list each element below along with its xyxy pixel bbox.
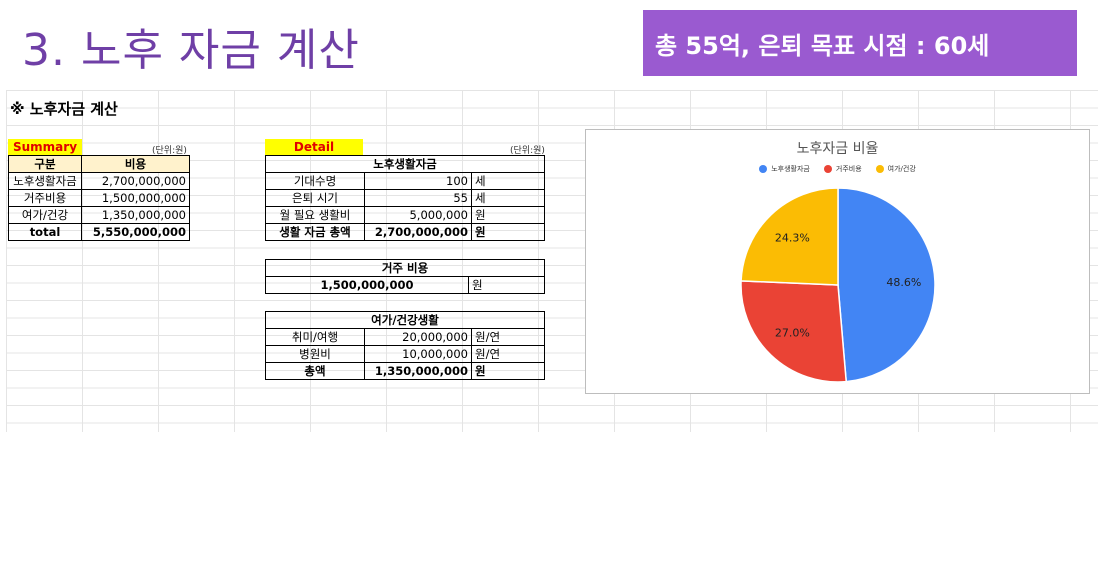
detail-value: 55 [364, 189, 472, 207]
housing-title: 거주 비용 [265, 259, 545, 277]
detail-unit-cell: 원/연 [471, 328, 545, 346]
detail-unit-cell: 원 [471, 206, 545, 224]
living-fund-title: 노후생활자금 [265, 155, 545, 173]
summary-total-label: total [8, 223, 82, 241]
detail-label: 은퇴 시기 [265, 189, 365, 207]
chart-title: 노후자금 비율 [796, 141, 879, 157]
summary-row-value: 1,500,000,000 [81, 189, 190, 207]
header-cost: 비용 [81, 155, 190, 173]
detail-total-label: 생활 자금 총액 [265, 223, 365, 241]
legend-item: 노후생활자금 [759, 164, 810, 174]
table-row: 병원비 10,000,000 원/연 [265, 345, 545, 363]
pie-chart: 48.6% 27.0% 24.3% [740, 187, 936, 383]
table-row: 기대수명 100 세 [265, 172, 545, 190]
housing-table: 거주 비용 1,500,000,000 원 [265, 259, 545, 294]
living-fund-table: 노후생활자금 기대수명 100 세 은퇴 시기 55 세 월 필요 생활비 5,… [265, 155, 545, 241]
table-row: 노후생활자금 [265, 155, 545, 173]
pie-chart-container[interactable]: 노후자금 비율 노후생활자금 거주비용 여가/건강 48.6% 27.0% 24.3… [585, 129, 1090, 394]
detail-label: 병원비 [265, 345, 365, 363]
table-row: 노후생활자금 2,700,000,000 [8, 172, 190, 190]
legend-dot-icon [759, 165, 768, 173]
detail-tag: Detail [265, 139, 363, 155]
detail-unit-cell: 원 [468, 276, 545, 294]
summary-row-label: 거주비용 [8, 189, 82, 207]
detail-total-label: 총액 [265, 362, 365, 380]
pie-slice[interactable] [837, 187, 936, 383]
summary-table: 구분 비용 노후생활자금 2,700,000,000 거주비용 1,500,00… [8, 155, 190, 241]
legend-label: 노후생활자금 [771, 165, 810, 173]
detail-label: 기대수명 [265, 172, 365, 190]
detail-value: 20,000,000 [364, 328, 472, 346]
table-row: 구분 비용 [8, 155, 190, 173]
header-category: 구분 [8, 155, 82, 173]
pie-slice-label: 24.3% [775, 231, 810, 244]
chart-legend: 노후생활자금 거주비용 여가/건강 [586, 164, 1089, 174]
housing-value: 1,500,000,000 [265, 276, 469, 294]
legend-dot-icon [823, 165, 832, 173]
table-row: 월 필요 생활비 5,000,000 원 [265, 206, 545, 224]
summary-row-label: 여가/건강 [8, 206, 82, 224]
table-row: 생활 자금 총액 2,700,000,000 원 [265, 223, 545, 241]
leisure-title: 여가/건강생활 [265, 311, 545, 329]
leisure-health-table: 여가/건강생활 취미/여행 20,000,000 원/연 병원비 10,000,… [265, 311, 545, 380]
table-row: 취미/여행 20,000,000 원/연 [265, 328, 545, 346]
summary-tag: Summary [8, 139, 82, 155]
detail-value: 100 [364, 172, 472, 190]
summary-row-label: 노후생활자금 [8, 172, 82, 190]
pie-slice-label: 27.0% [775, 327, 810, 340]
table-row: total 5,550,000,000 [8, 223, 190, 241]
detail-value: 5,000,000 [364, 206, 472, 224]
detail-unit: (단위:원) [510, 146, 545, 156]
table-row: 여가/건강 1,350,000,000 [8, 206, 190, 224]
legend-item: 여가/건강 [875, 164, 916, 174]
detail-label: 취미/여행 [265, 328, 365, 346]
legend-item: 거주비용 [823, 164, 862, 174]
pie-slice-label: 48.6% [886, 276, 921, 289]
legend-label: 여가/건강 [887, 165, 916, 173]
detail-value: 10,000,000 [364, 345, 472, 363]
table-row: 거주비용 1,500,000,000 [8, 189, 190, 207]
detail-unit-cell: 원 [471, 223, 545, 241]
legend-label: 거주비용 [835, 165, 862, 173]
summary-unit: (단위:원) [152, 146, 187, 156]
table-row: 거주 비용 [265, 259, 545, 277]
detail-total-value: 2,700,000,000 [364, 223, 472, 241]
detail-total-value: 1,350,000,000 [364, 362, 472, 380]
summary-total-value: 5,550,000,000 [81, 223, 190, 241]
summary-row-value: 2,700,000,000 [81, 172, 190, 190]
summary-banner: 총 55억, 은퇴 목표 시점 : 60세 [643, 10, 1077, 76]
detail-unit-cell: 원/연 [471, 345, 545, 363]
pie-slice[interactable] [740, 280, 848, 383]
detail-unit-cell: 세 [471, 172, 545, 190]
pie-slice[interactable] [740, 187, 839, 286]
slide-title: 3. 노후 자금 계산 [22, 25, 360, 76]
sheet-heading: ※ 노후자금 계산 [10, 100, 118, 118]
table-row: 1,500,000,000 원 [265, 276, 545, 294]
table-row: 총액 1,350,000,000 원 [265, 362, 545, 380]
summary-row-value: 1,350,000,000 [81, 206, 190, 224]
detail-unit-cell: 세 [471, 189, 545, 207]
table-row: 여가/건강생활 [265, 311, 545, 329]
detail-label: 월 필요 생활비 [265, 206, 365, 224]
table-row: 은퇴 시기 55 세 [265, 189, 545, 207]
legend-dot-icon [875, 165, 884, 173]
detail-unit-cell: 원 [471, 362, 545, 380]
